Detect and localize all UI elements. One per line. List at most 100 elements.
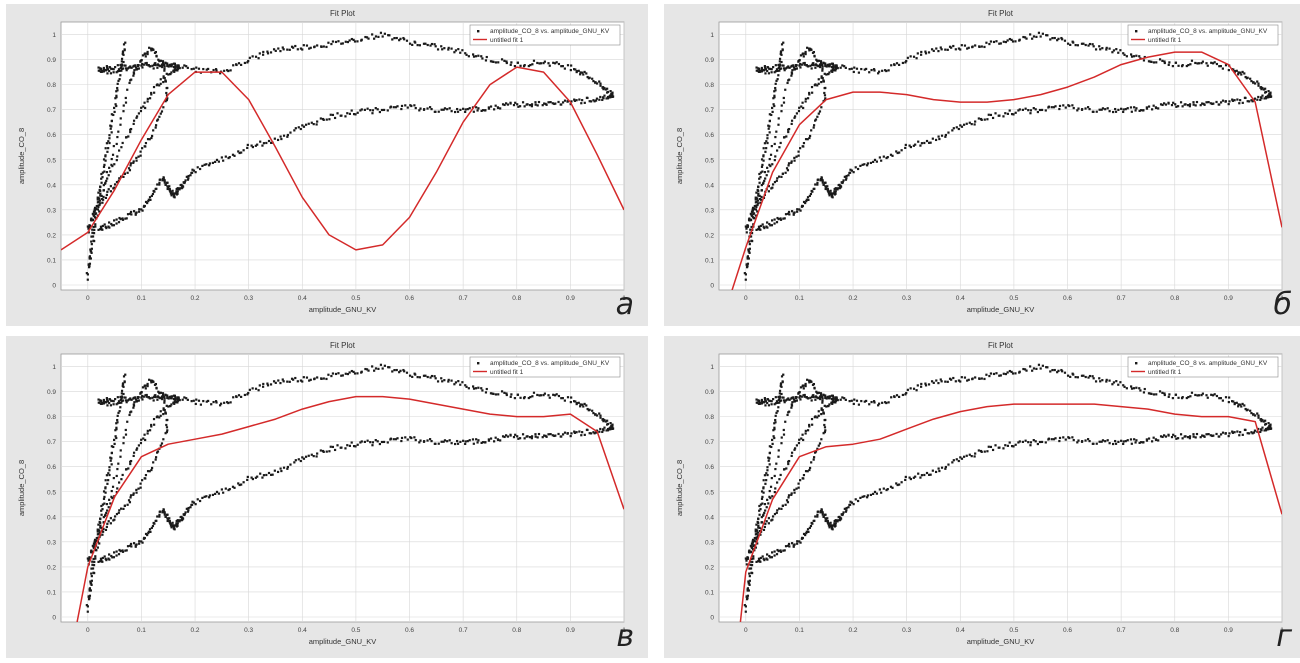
data-point bbox=[158, 515, 161, 518]
data-point bbox=[843, 175, 846, 178]
data-point bbox=[552, 393, 555, 396]
data-point bbox=[1038, 108, 1042, 112]
x-tick-label: 0.8 bbox=[1170, 295, 1179, 302]
data-point bbox=[605, 97, 608, 100]
data-point bbox=[162, 408, 165, 411]
data-point bbox=[146, 533, 149, 537]
x-tick-label: 1 bbox=[1280, 295, 1284, 302]
data-point bbox=[402, 36, 405, 40]
data-point bbox=[532, 391, 536, 394]
data-point bbox=[856, 167, 860, 171]
data-point bbox=[1064, 106, 1067, 109]
data-point bbox=[388, 34, 391, 37]
data-point bbox=[350, 109, 353, 112]
data-point bbox=[830, 394, 834, 397]
data-point bbox=[863, 400, 866, 403]
data-point bbox=[152, 399, 155, 402]
data-point bbox=[122, 175, 125, 178]
data-point bbox=[153, 423, 156, 426]
x-tick-label: 0.7 bbox=[459, 295, 468, 302]
data-point bbox=[957, 47, 960, 50]
data-point bbox=[163, 76, 166, 80]
data-point bbox=[751, 211, 754, 214]
data-point bbox=[259, 140, 262, 143]
data-point bbox=[365, 36, 369, 39]
data-point bbox=[770, 519, 773, 522]
data-point bbox=[756, 199, 759, 202]
data-point bbox=[94, 539, 98, 542]
data-point bbox=[292, 378, 295, 381]
data-point bbox=[108, 137, 111, 140]
data-point bbox=[882, 155, 885, 158]
data-point bbox=[1129, 438, 1133, 441]
data-point bbox=[798, 540, 801, 543]
data-point bbox=[782, 433, 786, 436]
data-point bbox=[1031, 37, 1034, 40]
data-point bbox=[187, 177, 190, 180]
data-point bbox=[1155, 393, 1158, 396]
data-point bbox=[187, 509, 190, 512]
data-point bbox=[310, 453, 313, 456]
data-point bbox=[126, 545, 130, 548]
data-point bbox=[759, 556, 762, 560]
data-point bbox=[808, 468, 811, 472]
data-point bbox=[112, 187, 115, 190]
data-point bbox=[790, 542, 794, 545]
data-point bbox=[1256, 80, 1259, 83]
y-tick-label: 0.4 bbox=[705, 514, 714, 521]
data-point bbox=[374, 35, 378, 38]
data-point bbox=[836, 188, 839, 191]
data-point bbox=[91, 567, 95, 570]
data-point bbox=[1227, 401, 1230, 404]
data-point bbox=[1263, 429, 1266, 432]
data-point bbox=[122, 43, 126, 46]
data-point bbox=[527, 64, 530, 68]
data-point bbox=[823, 72, 826, 75]
data-point bbox=[815, 58, 818, 61]
data-point bbox=[1259, 430, 1262, 434]
data-point bbox=[980, 377, 983, 380]
data-point bbox=[785, 467, 788, 470]
data-point bbox=[790, 160, 793, 163]
data-point bbox=[1032, 106, 1035, 110]
data-point bbox=[501, 435, 505, 438]
data-point bbox=[104, 528, 108, 531]
data-point bbox=[1076, 441, 1079, 444]
data-point bbox=[433, 375, 436, 378]
data-point bbox=[799, 209, 802, 212]
data-point bbox=[477, 439, 480, 442]
data-point bbox=[418, 109, 421, 112]
data-point bbox=[1106, 439, 1109, 442]
data-point bbox=[762, 486, 765, 489]
data-point bbox=[156, 451, 159, 454]
data-point bbox=[762, 225, 765, 228]
data-point bbox=[937, 381, 940, 385]
data-point bbox=[1210, 393, 1213, 396]
data-point bbox=[768, 399, 771, 402]
data-point bbox=[94, 223, 97, 226]
data-point bbox=[754, 540, 757, 543]
data-point bbox=[150, 468, 153, 472]
data-point bbox=[757, 521, 760, 524]
data-point bbox=[795, 399, 798, 402]
data-point bbox=[779, 399, 782, 403]
data-point bbox=[154, 126, 157, 129]
data-point bbox=[845, 177, 848, 180]
legend-label-points: amplitude_CO_8 vs. amplitude_GNU_KV bbox=[1148, 360, 1268, 367]
data-point bbox=[506, 103, 510, 106]
data-point bbox=[1098, 377, 1101, 380]
data-point bbox=[523, 105, 526, 108]
data-point bbox=[161, 65, 164, 69]
data-point bbox=[994, 112, 997, 115]
data-point bbox=[825, 73, 828, 76]
data-point bbox=[747, 582, 750, 585]
data-point bbox=[282, 380, 285, 383]
data-point bbox=[164, 412, 167, 415]
data-point bbox=[156, 415, 159, 418]
data-point bbox=[1122, 384, 1125, 387]
data-point bbox=[266, 52, 270, 55]
data-point bbox=[782, 96, 785, 100]
data-point bbox=[116, 418, 119, 422]
data-point bbox=[834, 65, 837, 69]
data-point bbox=[1105, 380, 1108, 383]
